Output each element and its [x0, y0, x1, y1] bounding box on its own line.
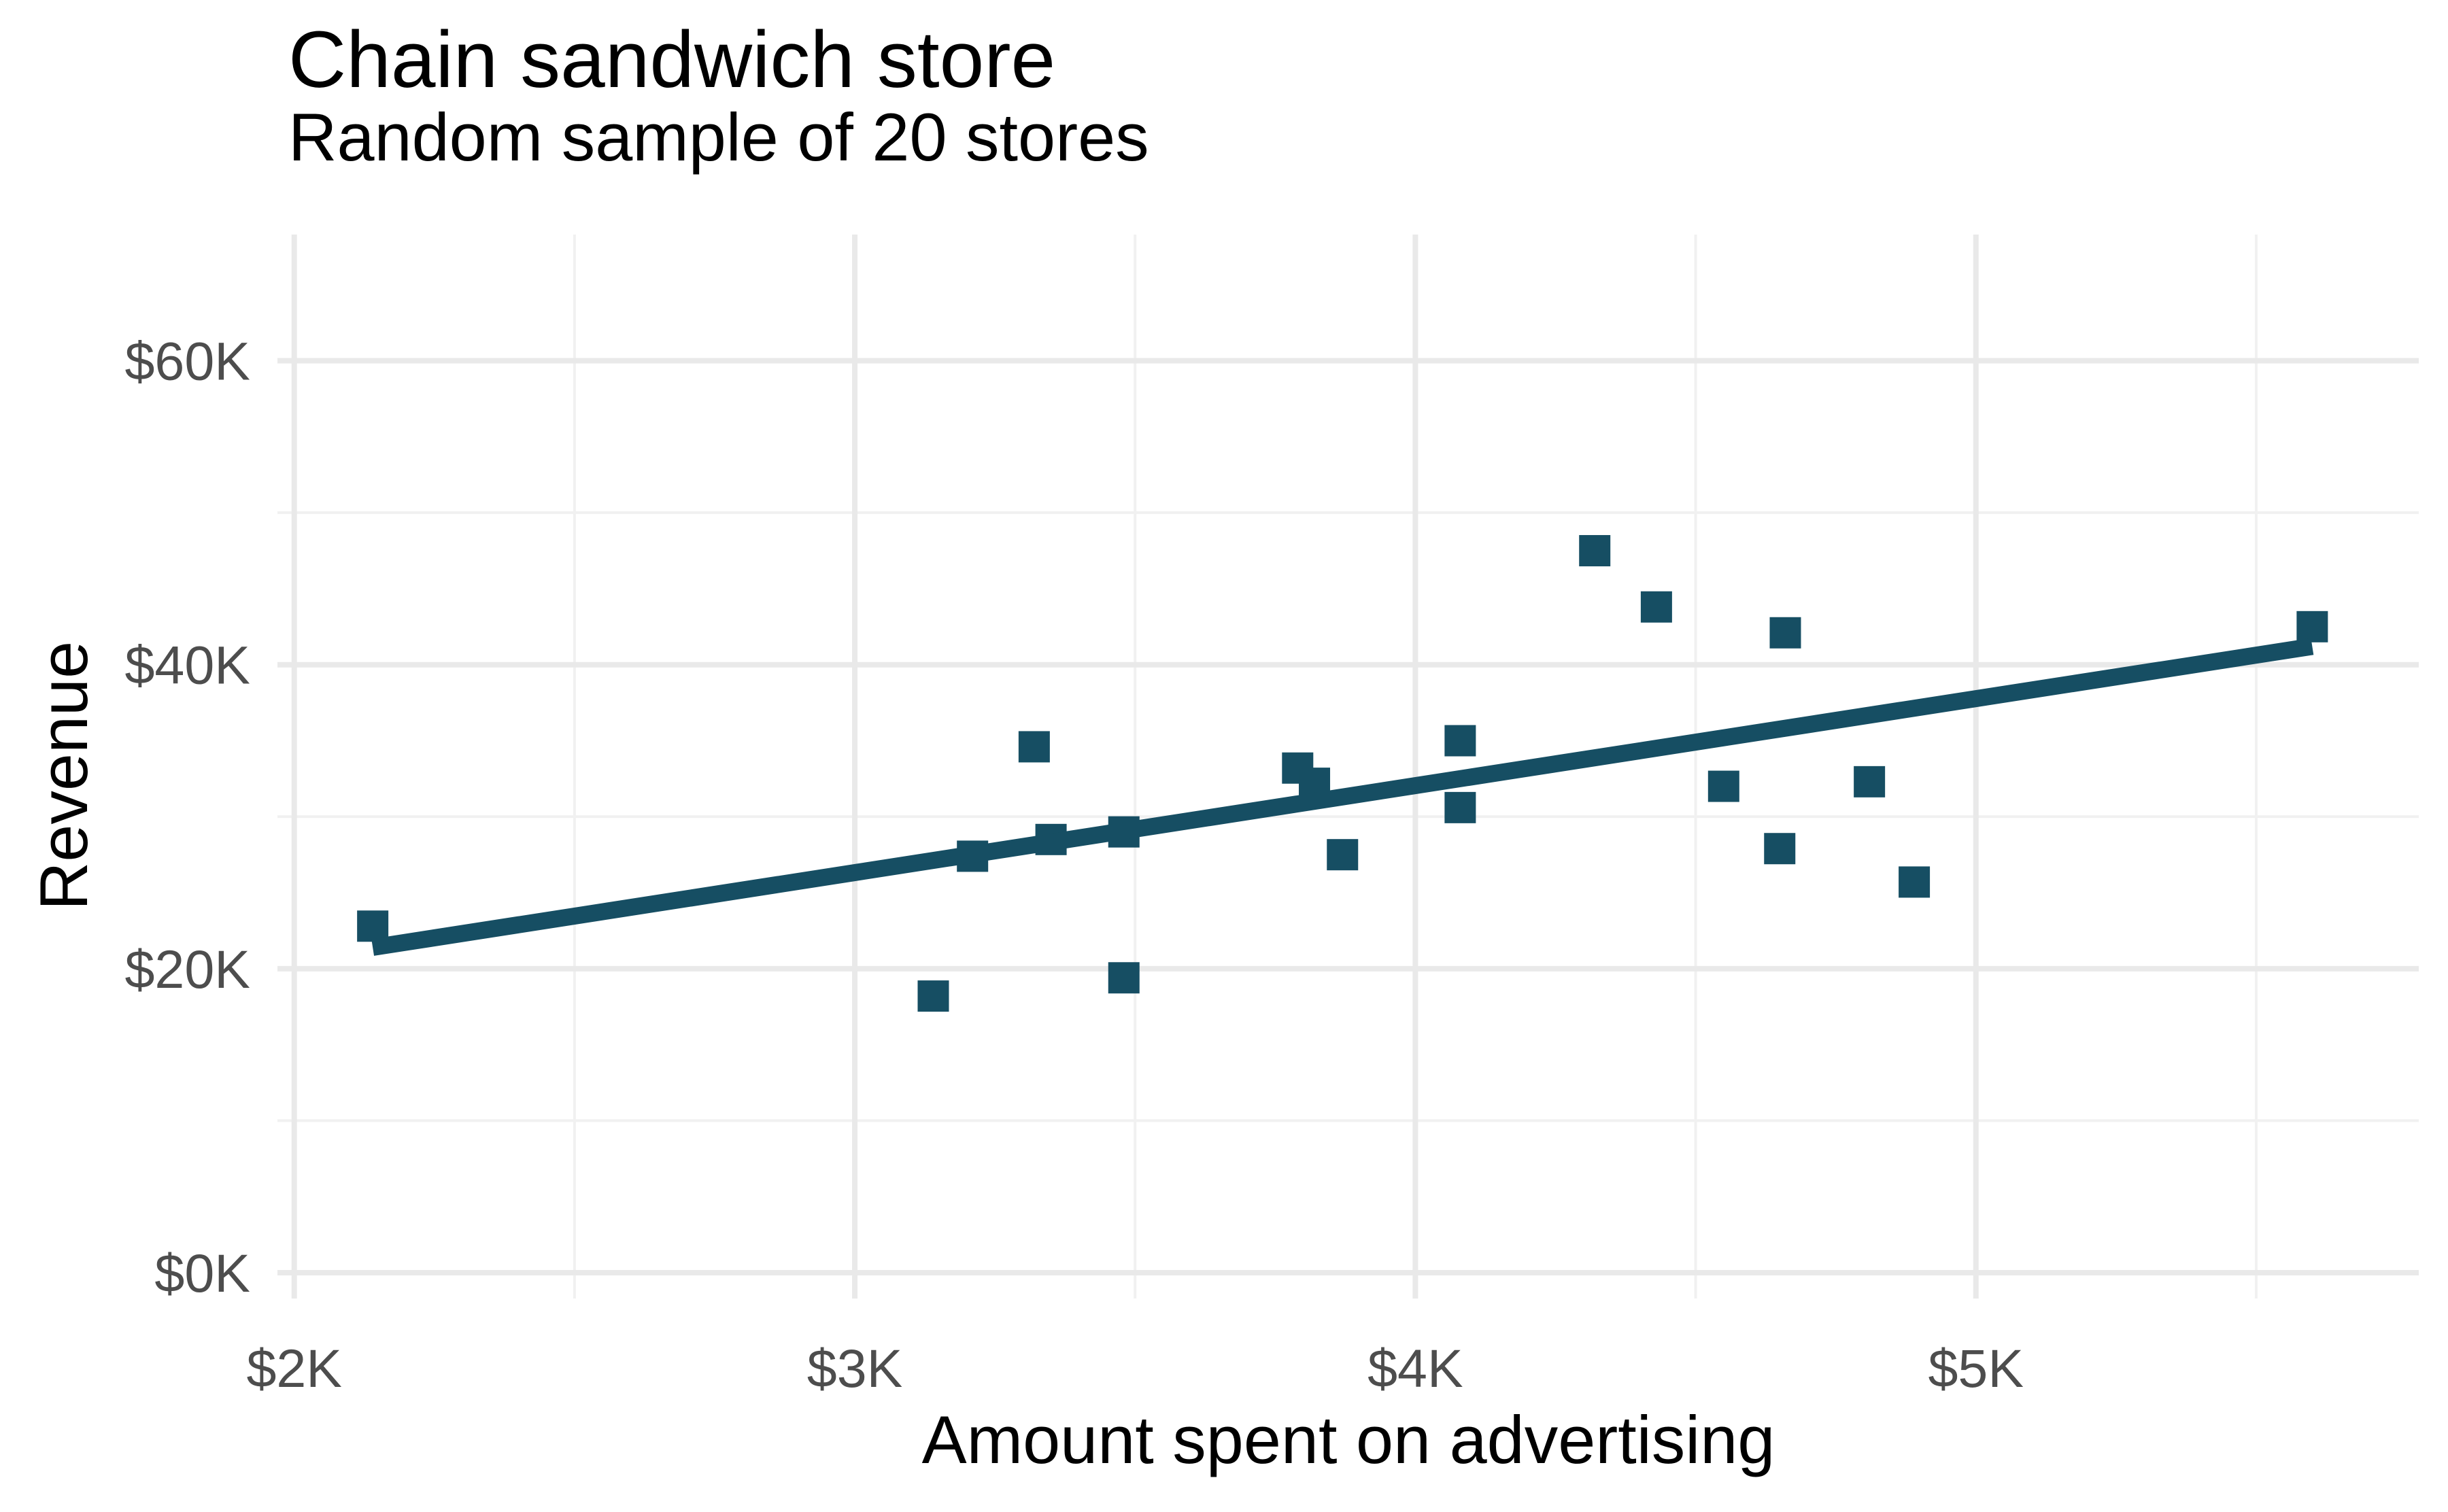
data-point[interactable] [917, 980, 949, 1012]
y-tick-label: $0K [154, 1243, 250, 1303]
x-tick-label: $5K [1928, 1338, 2024, 1398]
y-tick-label: $20K [124, 939, 250, 999]
data-point[interactable] [1327, 839, 1359, 871]
gridlines-minor [277, 235, 2419, 1299]
x-tick-label: $3K [807, 1338, 903, 1398]
data-point[interactable] [1854, 766, 1886, 797]
data-point[interactable] [1444, 791, 1476, 823]
trendline-layer [371, 638, 2314, 956]
data-point[interactable] [2296, 611, 2328, 642]
data-point[interactable] [1707, 770, 1739, 802]
x-tick-label: $4K [1367, 1338, 1463, 1398]
chart-title: Chain sandwich store [288, 15, 1055, 105]
x-axis-title: Amount spent on advertising [922, 1402, 1775, 1477]
data-point[interactable] [1769, 617, 1801, 649]
chart-subtitle: Random sample of 20 stores [288, 99, 1149, 175]
panel-background [277, 235, 2419, 1299]
data-point[interactable] [357, 910, 389, 942]
y-axis-title: Revenue [26, 641, 101, 910]
y-tick-label: $60K [124, 331, 250, 392]
x-tick-label: $2K [246, 1338, 342, 1398]
data-point[interactable] [1579, 535, 1611, 567]
x-tick-labels: $2K $3K $4K $5K [246, 1338, 2024, 1398]
data-point[interactable] [1018, 731, 1050, 763]
data-point[interactable] [1899, 866, 1931, 898]
trend-line [371, 638, 2314, 956]
data-point[interactable] [1764, 833, 1796, 865]
data-point[interactable] [1108, 962, 1140, 994]
data-point[interactable] [1640, 591, 1672, 623]
y-tick-labels: $0K $20K $40K $60K [124, 331, 250, 1303]
data-point[interactable] [1444, 725, 1476, 757]
gridlines-major [277, 235, 2419, 1299]
y-tick-label: $40K [124, 635, 250, 695]
